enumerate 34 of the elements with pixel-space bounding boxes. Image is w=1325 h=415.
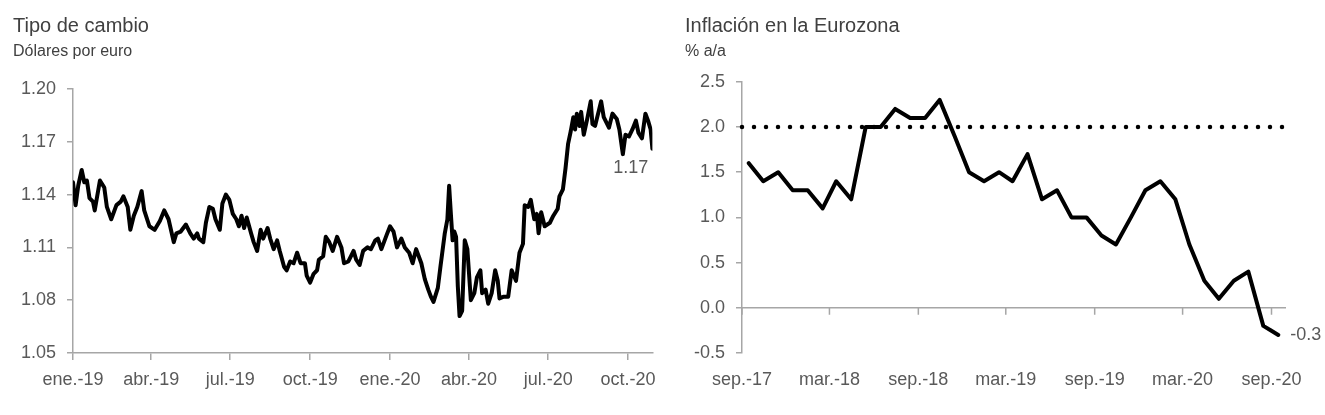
y-tick-label: 1.5 [699,161,725,182]
x-tick-label: oct.-19 [282,368,338,389]
y-tick-label: 2.0 [699,115,725,136]
y-tick-label: 1.17 [20,130,56,151]
x-tick-label: sep.-19 [1064,368,1125,389]
annotation: 1.17 [613,156,649,177]
y-tick-label: 2.5 [699,70,725,91]
chart-subtitle: % a/a [685,42,726,59]
chart-subtitle: Dólares por euro [13,42,133,59]
x-tick-label: sep.-17 [711,368,773,389]
y-tick-label: 0.5 [699,251,725,272]
annotation: -0.3 [1290,323,1322,344]
y-tick-label: -0.5 [693,341,725,362]
x-tick-label: ene.-19 [42,368,104,389]
x-tick-label: jul.-20 [522,368,573,389]
y-tick-label: 1.05 [20,341,56,362]
x-tick-label: abr.-20 [441,368,498,389]
x-tick-label: mar.-18 [798,368,860,389]
y-tick-label: 1.20 [20,77,56,98]
x-tick-label: jul.-19 [204,368,255,389]
y-tick-label: 0.0 [699,296,725,317]
y-tick-label: 1.0 [699,206,725,227]
x-tick-label: abr.-19 [123,368,180,389]
x-tick-label: mar.-19 [975,368,1037,389]
chart-title: Tipo de cambio [13,14,149,36]
x-tick-label: mar.-20 [1152,368,1214,389]
x-tick-label: sep.-20 [1241,368,1302,389]
x-tick-label: ene.-20 [359,368,421,389]
y-tick-label: 1.14 [20,183,56,204]
chart-title: Inflación en la Eurozona [685,14,900,36]
x-tick-label: oct.-20 [600,368,656,389]
y-tick-label: 1.08 [20,289,56,310]
x-tick-label: sep.-18 [888,368,949,389]
y-tick-label: 1.11 [22,236,56,257]
